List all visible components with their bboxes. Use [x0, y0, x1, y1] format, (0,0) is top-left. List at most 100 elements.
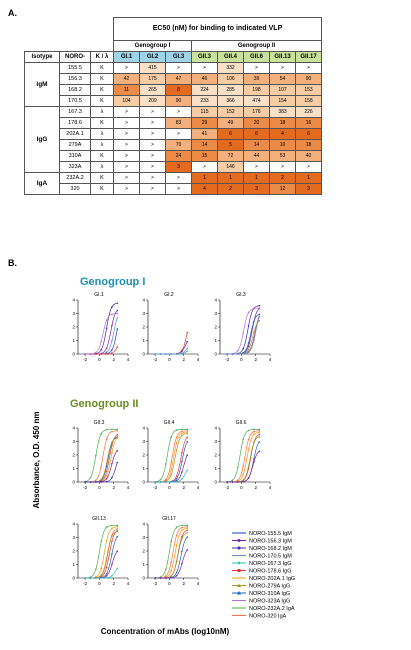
series-line	[85, 310, 118, 355]
x-tick-label: 2	[112, 485, 115, 490]
data-point	[100, 340, 103, 343]
legend-item: NORO-310A IgG	[232, 591, 290, 597]
y-tick-label: 4	[72, 426, 75, 431]
y-tick-label: 3	[142, 439, 145, 444]
data-point	[258, 436, 261, 438]
data-point	[242, 347, 245, 350]
data-point	[105, 575, 108, 577]
data-point	[175, 574, 178, 577]
data-point	[105, 319, 108, 322]
ec50-value: 14	[243, 139, 270, 151]
y-tick-label: 0	[142, 352, 145, 357]
data-point	[231, 479, 234, 482]
series-line	[155, 341, 188, 355]
legend-label: NORO-232A.2 IgA	[249, 606, 295, 612]
data-point	[116, 346, 119, 348]
data-point	[165, 568, 167, 570]
data-point	[116, 433, 119, 436]
data-point	[170, 461, 173, 464]
data-point	[105, 462, 108, 465]
legend-marker	[237, 539, 241, 542]
data-point	[89, 481, 92, 483]
chart-panel: GII.3 0 1 2 3 4 -2 0 2 4	[72, 420, 129, 490]
data-point	[247, 465, 250, 467]
data-point	[242, 479, 245, 481]
data-point	[154, 353, 156, 355]
data-point	[181, 478, 183, 480]
data-point	[116, 530, 119, 533]
y-tick-label: 3	[72, 535, 75, 540]
chart-panel: GI.2 0 1 2 3 4 -2 0 2 4	[142, 292, 199, 362]
data-point	[242, 465, 245, 467]
x-tick-label: 4	[127, 485, 130, 490]
data-point	[111, 313, 113, 316]
chart-panel: GII.6 0 1 2 3 4 -2 0 2 4	[214, 420, 271, 490]
data-point	[253, 428, 255, 431]
legend-item: NORO-170.5 IgM	[232, 553, 292, 559]
data-point	[181, 452, 183, 454]
data-point	[181, 550, 183, 553]
data-point	[181, 471, 183, 473]
data-point	[237, 481, 239, 483]
y-tick-label: 4	[214, 298, 217, 303]
data-point	[100, 567, 103, 569]
data-point	[253, 430, 255, 433]
data-point	[242, 480, 245, 483]
data-point	[247, 429, 250, 432]
data-point	[226, 481, 228, 483]
data-point	[100, 577, 103, 579]
legend-label: NORO-155.5 IgM	[249, 531, 292, 537]
legend-item: NORO-323A IgG	[232, 598, 290, 604]
data-point	[95, 577, 97, 579]
data-point	[258, 450, 261, 453]
data-point	[89, 476, 92, 479]
chart-title: GI.2	[164, 292, 174, 298]
data-point	[111, 339, 113, 342]
legend-item: NORO-156.3 IgM	[232, 538, 292, 544]
data-point	[186, 549, 189, 551]
col-header: GII.17	[295, 51, 322, 63]
data-point	[105, 438, 108, 441]
data-point	[181, 524, 183, 527]
data-point	[258, 428, 261, 431]
x-tick-label: -2	[225, 357, 229, 362]
data-point	[170, 474, 173, 476]
data-point	[231, 353, 234, 355]
data-point	[116, 436, 119, 439]
data-point	[95, 568, 97, 570]
x-tick-label: 4	[269, 357, 272, 362]
data-point	[170, 468, 173, 471]
chart-title: GII.6	[236, 420, 247, 426]
data-point	[186, 432, 189, 435]
data-point	[100, 481, 103, 483]
data-point	[84, 353, 86, 355]
data-point	[170, 353, 173, 355]
data-point	[175, 478, 178, 480]
data-point	[116, 524, 119, 527]
data-point	[175, 534, 178, 537]
noro-id: 320	[59, 183, 91, 195]
x-tick-label: 2	[182, 357, 185, 362]
data-point	[105, 347, 108, 349]
ec50-value: 226	[295, 106, 322, 118]
y-tick-label: 1	[72, 466, 75, 471]
legend-item: NORO-168.2 IgM	[232, 546, 292, 552]
series-line	[85, 429, 118, 482]
data-point	[111, 575, 113, 577]
y-tick-label: 4	[72, 522, 75, 527]
data-point	[242, 438, 245, 441]
data-point	[116, 449, 119, 452]
data-point	[175, 442, 178, 444]
y-tick-label: 0	[142, 480, 145, 485]
y-tick-label: 0	[72, 576, 75, 581]
data-point	[181, 529, 183, 532]
series-line	[85, 430, 118, 483]
y-tick-label: 1	[142, 466, 145, 471]
data-point	[258, 441, 261, 443]
data-point	[111, 476, 113, 479]
y-tick-label: 2	[142, 325, 145, 330]
table-row: IgG 167.3 λ > > >115 152 176 383 226	[24, 106, 322, 173]
legend-label: NORO-170.5 IgM	[249, 553, 292, 559]
